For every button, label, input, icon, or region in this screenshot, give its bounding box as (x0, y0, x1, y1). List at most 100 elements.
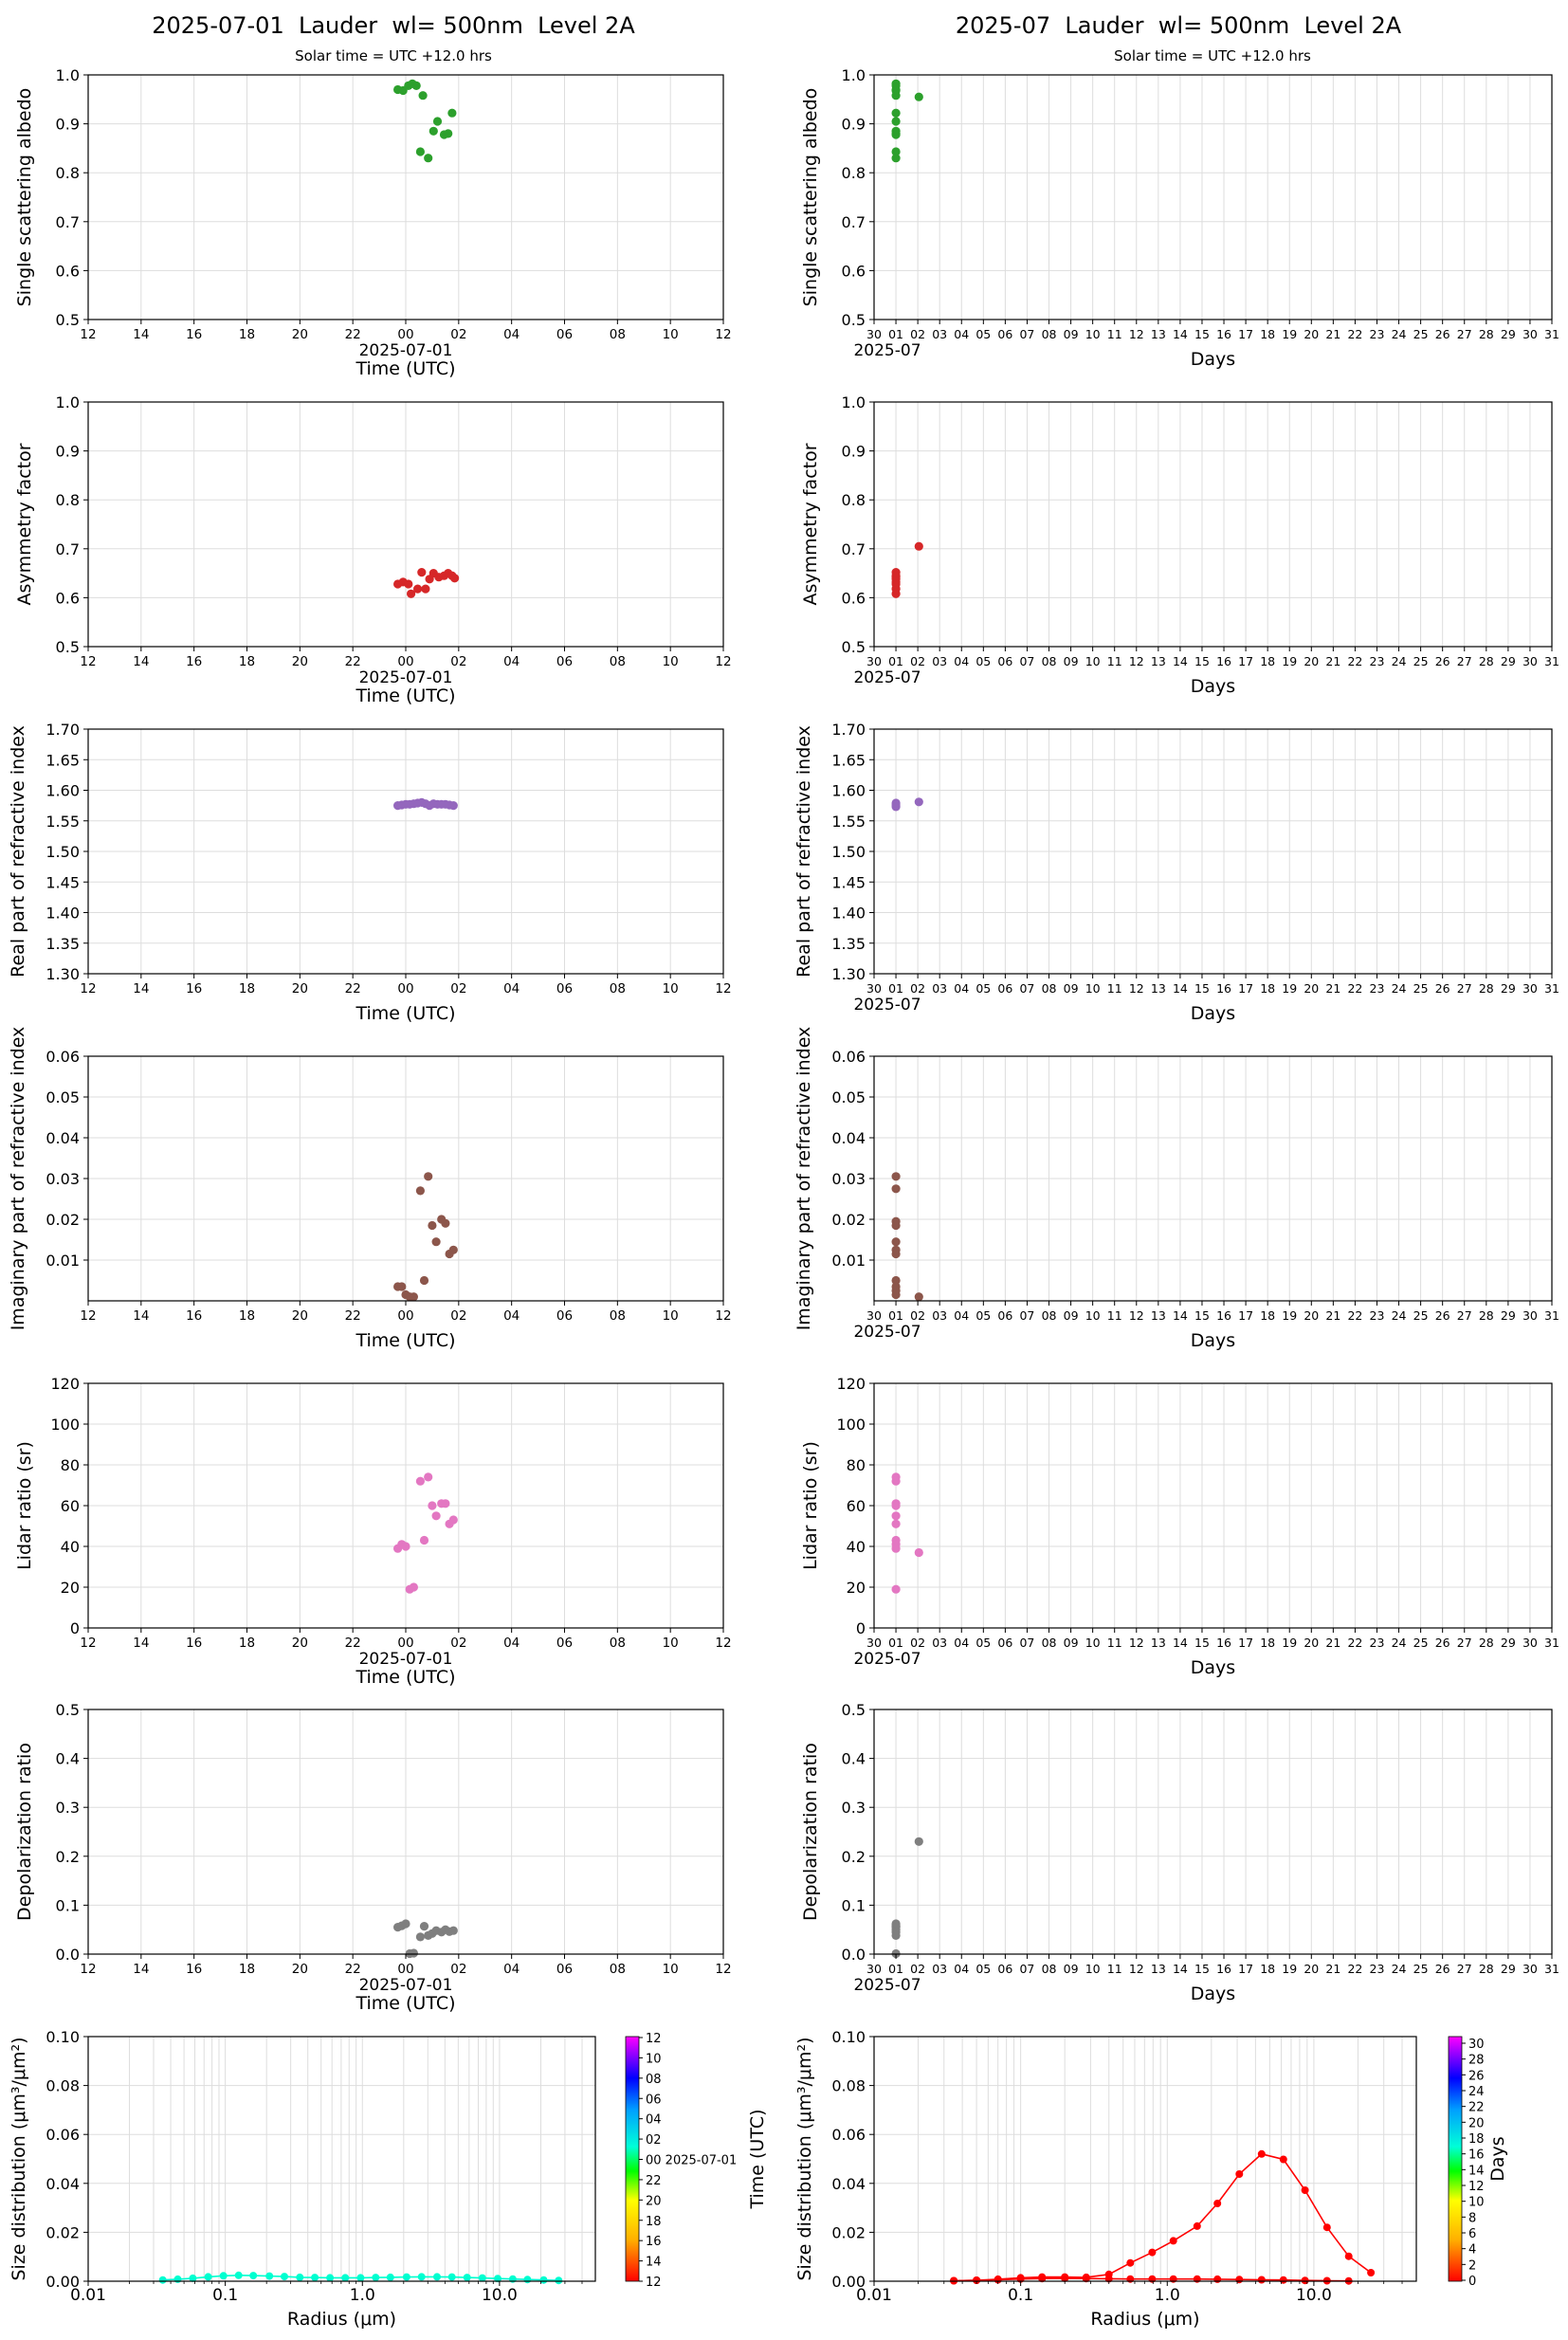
x-tick-label: 15 (1194, 1962, 1210, 1976)
x-tick-label: 31 (1544, 327, 1559, 341)
x-axis-label: Days (1191, 1657, 1235, 1678)
y-tick-label: 0.3 (842, 1799, 866, 1817)
x-tick-label: 14 (1173, 654, 1188, 668)
x-tick-label: 07 (1019, 654, 1034, 668)
x-tick-label: 13 (1151, 1308, 1166, 1323)
x-tick-label: 19 (1282, 1636, 1297, 1650)
axes-frame (873, 2036, 1417, 2282)
x-tick-label: 21 (1325, 981, 1340, 996)
data-point (1148, 2248, 1157, 2257)
y-tick-label: 0.9 (56, 116, 80, 134)
colorbar-tick-label: 2 (1468, 2258, 1476, 2273)
x-axis-label: Days (1191, 349, 1235, 370)
y-tick-label: 20 (61, 1579, 80, 1597)
y-axis-label: Size distribution (μm³/μm²) (9, 2037, 29, 2280)
data-point (428, 126, 438, 136)
x-tick-label: 31 (1544, 1636, 1559, 1650)
data-point (891, 568, 901, 577)
x-tick-label: 12 (1129, 1636, 1144, 1650)
colorbar-tick-label: 22 (1468, 2101, 1485, 2115)
y-tick-label: 0.7 (56, 540, 80, 558)
y-tick-label: 1.0 (56, 66, 80, 84)
data-point (891, 1544, 901, 1553)
y-tick-label: 1.60 (831, 782, 866, 800)
x-tick-label: 24 (1392, 1962, 1407, 1976)
right-title: 2025-07 Lauder wl= 500nm Level 2A (956, 12, 1402, 39)
x-tick-label: 20 (292, 1308, 308, 1324)
x-tick-label: 16 (186, 981, 202, 996)
y-tick-label: 100 (836, 1416, 866, 1434)
data-point (494, 2275, 501, 2283)
x-tick-label: 12 (715, 1636, 731, 1651)
x-tick-label: 22 (1347, 1962, 1362, 1976)
y-tick-label: 0.3 (56, 1799, 80, 1817)
x-tick-label: 12 (80, 1308, 96, 1324)
x-tick-label: 28 (1479, 327, 1494, 341)
x-tick-label: 20 (1304, 654, 1319, 668)
x-tick-label: 14 (1173, 1962, 1188, 1976)
x-axis-label: Time (UTC) (355, 686, 455, 706)
x-tick-label: 10 (1085, 327, 1101, 341)
data-point (891, 79, 901, 88)
y-tick-label: 60 (61, 1497, 80, 1515)
data-point (891, 1220, 901, 1231)
x-tick-label: 31 (1544, 1962, 1559, 1976)
x-tick-label: 26 (1435, 981, 1450, 996)
data-point (1235, 2276, 1244, 2284)
x-tick-label: 10 (663, 1636, 679, 1651)
x-tick-label: 06 (997, 1636, 1012, 1650)
x-tick-label: 19 (1282, 981, 1297, 996)
x-tick-label: 04 (954, 981, 969, 996)
x-tick-label: 05 (975, 1636, 991, 1650)
data-point (432, 117, 443, 126)
data-point (891, 1275, 901, 1286)
x-tick-label: 02 (450, 654, 466, 669)
data-point (478, 2274, 486, 2282)
data-point (424, 1172, 433, 1181)
y-axis-label: Real part of refractive index (793, 725, 814, 978)
x-axis-label: Days (1191, 1330, 1235, 1351)
y-tick-label: 1.30 (831, 965, 866, 983)
data-point (914, 1547, 923, 1558)
data-point (1213, 2200, 1222, 2207)
y-tick-label: 80 (61, 1456, 80, 1474)
x-tick-label: 05 (975, 1308, 991, 1323)
x-tick-label: 12 (80, 1962, 96, 1977)
data-point (914, 1292, 923, 1302)
data-point (914, 1837, 923, 1846)
x-tick-label: 18 (239, 654, 255, 669)
x-axis-sublabel: 2025-07 (853, 1650, 921, 1669)
data-point (402, 2273, 410, 2281)
data-point (1213, 2275, 1222, 2283)
data-point (441, 1218, 450, 1228)
y-tick-label: 0.8 (842, 491, 866, 509)
y-tick-label: 0.9 (842, 116, 866, 134)
data-point (1193, 2221, 1201, 2230)
x-tick-label: 16 (1216, 1962, 1231, 1976)
x-tick-label: 04 (503, 1962, 520, 1977)
right-subtitle: Solar time = UTC +12.0 hrs (1114, 47, 1311, 64)
x-tick-label: 30 (866, 981, 882, 996)
x-tick-label: 1.0 (350, 2286, 375, 2305)
x-tick-label: 10.0 (482, 2286, 518, 2305)
x-tick-label: 07 (1019, 1308, 1034, 1323)
x-tick-label: 23 (1370, 1962, 1385, 1976)
y-tick-label: 0.0 (842, 1946, 866, 1964)
panel-size_monthly: 0.01 0.1 1.0 10.0 0.00 0.02 0.04 0.06 0.08 0.10 Ra… (794, 2028, 1508, 2330)
data-point (424, 154, 433, 163)
x-tick-label: 30 (1522, 327, 1538, 341)
x-axis-label: Days (1191, 1984, 1235, 2004)
x-tick-label: 16 (186, 327, 202, 342)
colorbar-tick-label: 12 (646, 2032, 662, 2046)
x-tick-label: 20 (292, 1636, 308, 1651)
data-point (417, 2273, 426, 2281)
x-tick-label: 02 (450, 1962, 466, 1977)
x-tick-label: 13 (1151, 654, 1166, 668)
data-point (891, 154, 901, 163)
x-tick-label: 12 (80, 981, 96, 996)
data-point (401, 1542, 410, 1551)
x-tick-label: 18 (239, 981, 255, 996)
y-tick-label: 0.6 (842, 262, 866, 280)
x-tick-label: 12 (80, 327, 96, 342)
x-tick-label: 14 (1173, 981, 1188, 996)
